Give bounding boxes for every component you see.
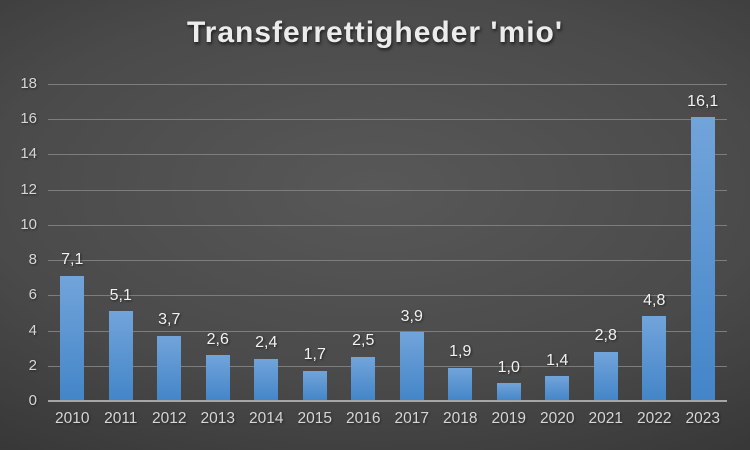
bar-2013 — [205, 355, 230, 401]
gridline-10 — [48, 224, 727, 226]
data-label-2014: 2,4 — [255, 334, 278, 352]
gridline-6 — [48, 295, 727, 297]
data-label-2012: 3,7 — [158, 311, 181, 329]
x-axis-line — [48, 400, 727, 402]
x-tick-label-2012: 2012 — [152, 410, 187, 427]
data-label-2017: 3,9 — [400, 307, 423, 325]
data-label-2023: 16,1 — [687, 92, 719, 110]
x-tick-label-2017: 2017 — [394, 410, 429, 427]
gridline-16 — [48, 119, 727, 121]
y-tick-label-14: 14 — [20, 145, 37, 163]
x-tick-label-2018: 2018 — [443, 410, 478, 427]
y-tick-label-18: 18 — [20, 75, 37, 92]
chart-title: Transferrettigheder 'mio' — [186, 16, 564, 49]
bar-2018 — [448, 367, 473, 401]
data-label-2021: 2,8 — [594, 327, 617, 345]
plot-area: 7,1 5,1 3,7 2,6 2,4 1,7 2,5 3,9 1,9 1,0 1,4 2,8 4,8 1… — [48, 84, 727, 402]
bar-2021 — [593, 351, 618, 401]
bar-2019 — [496, 383, 521, 401]
y-tick-label-16: 16 — [20, 110, 37, 128]
data-label-2019: 1,0 — [497, 358, 520, 376]
bar-2012 — [157, 335, 182, 401]
gridline-8 — [48, 260, 727, 262]
x-tick-label-2015: 2015 — [297, 410, 332, 427]
data-label-2015: 1,7 — [303, 346, 326, 364]
data-label-2011: 5,1 — [109, 286, 132, 304]
bar-2015 — [302, 371, 327, 401]
bar-2020 — [545, 376, 570, 401]
data-label-2018: 1,9 — [449, 342, 472, 360]
gridline-2 — [48, 365, 727, 367]
y-tick-label-2: 2 — [28, 356, 37, 374]
y-tick-label-10: 10 — [20, 215, 37, 233]
data-label-2022: 4,8 — [643, 291, 666, 309]
bar-2011 — [108, 311, 133, 401]
bar-2023 — [690, 117, 715, 401]
data-label-2013: 2,6 — [206, 330, 229, 348]
gridline-18 — [48, 84, 727, 85]
x-tick-label-2010: 2010 — [55, 410, 90, 427]
data-label-2010: 7,1 — [61, 251, 84, 269]
gridline-14 — [48, 154, 727, 156]
y-tick-label-8: 8 — [28, 251, 37, 269]
bar-2010 — [60, 275, 85, 401]
x-tick-label-2011: 2011 — [104, 410, 138, 427]
bar-2014 — [254, 358, 279, 401]
gridline-4 — [48, 330, 727, 332]
bar-2017 — [399, 332, 424, 401]
x-tick-label-2019: 2019 — [491, 410, 526, 427]
x-tick-label-2013: 2013 — [200, 410, 235, 427]
x-tick-label-2023: 2023 — [685, 410, 720, 427]
x-tick-label-2020: 2020 — [540, 410, 575, 427]
y-tick-label-4: 4 — [28, 321, 37, 339]
bar-2016 — [351, 356, 376, 401]
gridline-12 — [48, 189, 727, 191]
x-tick-label-2016: 2016 — [346, 410, 381, 427]
x-tick-label-2021: 2021 — [588, 410, 623, 427]
y-tick-label-12: 12 — [20, 180, 37, 198]
data-label-2020: 1,4 — [546, 351, 569, 369]
data-label-2016: 2,5 — [352, 332, 375, 350]
y-tick-label-6: 6 — [28, 286, 37, 304]
bar-2022 — [642, 316, 667, 401]
x-tick-label-2022: 2022 — [637, 410, 672, 427]
x-tick-label-2014: 2014 — [249, 410, 284, 427]
y-tick-label-0: 0 — [28, 392, 37, 409]
